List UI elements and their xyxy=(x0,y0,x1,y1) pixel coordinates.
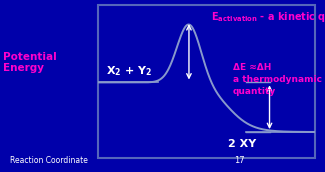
Text: Potential
Energy: Potential Energy xyxy=(3,52,57,73)
Text: Reaction Coordinate: Reaction Coordinate xyxy=(10,156,88,165)
Text: $\mathregular{X_2}$ + $\mathregular{Y_2}$: $\mathregular{X_2}$ + $\mathregular{Y_2}… xyxy=(106,64,153,78)
Text: 17: 17 xyxy=(234,156,245,165)
Text: ΔE ≈ΔH
a thermodynamic
quantity: ΔE ≈ΔH a thermodynamic quantity xyxy=(232,63,321,96)
Text: E$_{\mathregular{activation}}$ - a kinetic quantit: E$_{\mathregular{activation}}$ - a kinet… xyxy=(211,10,325,24)
Text: 2 XY: 2 XY xyxy=(228,139,256,149)
